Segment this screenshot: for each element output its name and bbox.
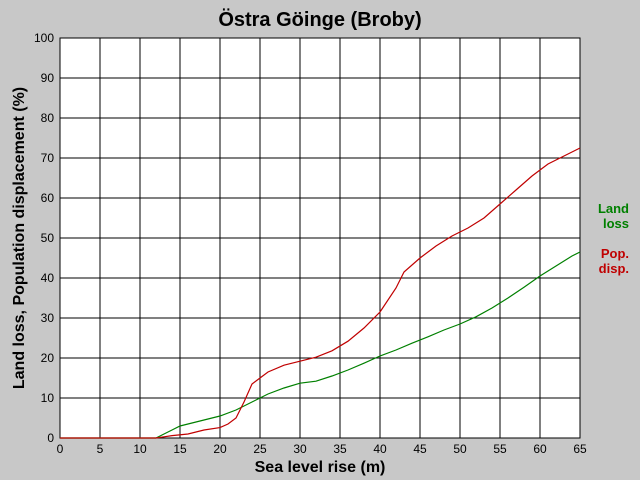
y-tick-label: 80	[41, 111, 55, 125]
x-tick-label: 0	[57, 442, 64, 456]
x-tick-label: 15	[173, 442, 187, 456]
y-tick-label: 30	[41, 311, 55, 325]
x-tick-label: 25	[253, 442, 267, 456]
x-tick-label: 40	[373, 442, 387, 456]
y-tick-label: 40	[41, 271, 55, 285]
legend-entry: Pop.	[601, 246, 629, 261]
y-tick-label: 50	[41, 231, 55, 245]
x-tick-label: 10	[133, 442, 147, 456]
x-tick-labels: 0 5 10 15 20 25 30 35 40 45 50 55 60 65	[57, 442, 587, 456]
x-tick-label: 60	[533, 442, 547, 456]
y-axis-label: Land loss, Population displacement (%)	[11, 87, 28, 389]
y-tick-labels: 0 10 20 30 40 50 60 70 80 90 100	[34, 31, 54, 445]
x-tick-label: 50	[453, 442, 467, 456]
x-tick-label: 55	[493, 442, 507, 456]
y-tick-label: 70	[41, 151, 55, 165]
series-line-pop-disp	[60, 147, 581, 439]
x-tick-label: 65	[573, 442, 587, 456]
y-tick-label: 100	[34, 31, 54, 45]
legend-entry: Land	[598, 201, 629, 216]
series-lines	[60, 147, 581, 439]
x-tick-label: 5	[97, 442, 104, 456]
x-axis-label: Sea level rise (m)	[255, 459, 386, 476]
y-tick-label: 20	[41, 351, 55, 365]
chart-title: Östra Göinge (Broby)	[218, 8, 421, 31]
y-tick-label: 10	[41, 391, 55, 405]
y-tick-label: 0	[47, 431, 54, 445]
grid	[60, 38, 580, 438]
x-tick-label: 35	[333, 442, 347, 456]
y-tick-label: 60	[41, 191, 55, 205]
series-line-land-loss	[60, 251, 581, 439]
x-tick-label: 20	[213, 442, 227, 456]
legend-entry: loss	[603, 216, 629, 231]
y-tick-label: 90	[41, 71, 55, 85]
x-tick-label: 30	[293, 442, 307, 456]
x-tick-label: 45	[413, 442, 427, 456]
legend-entry: disp.	[599, 261, 629, 276]
